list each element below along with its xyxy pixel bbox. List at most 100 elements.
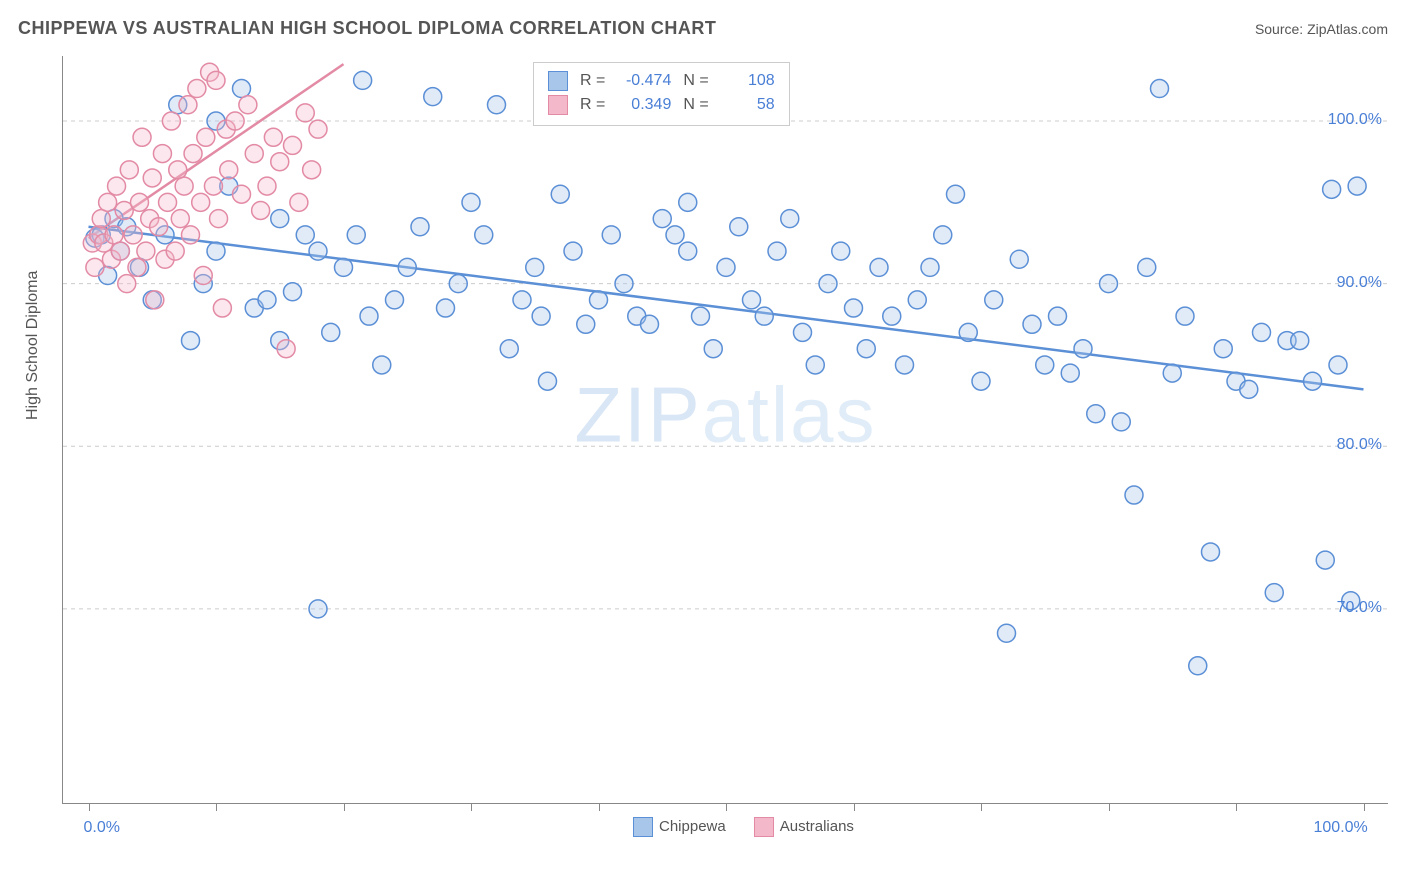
data-point bbox=[1036, 356, 1054, 374]
chart-source: Source: ZipAtlas.com bbox=[1255, 21, 1388, 37]
y-axis-label: 90.0% bbox=[1337, 274, 1382, 292]
stats-value-r1: -0.474 bbox=[617, 69, 671, 93]
stats-label-r: R = bbox=[580, 93, 605, 117]
data-point bbox=[284, 283, 302, 301]
data-point bbox=[475, 226, 493, 244]
data-point bbox=[213, 299, 231, 317]
data-point bbox=[197, 128, 215, 146]
x-axis-label: 0.0% bbox=[84, 819, 120, 837]
data-point bbox=[641, 315, 659, 333]
data-point bbox=[309, 120, 327, 138]
legend-label-1: Chippewa bbox=[659, 818, 726, 835]
data-point bbox=[1049, 307, 1067, 325]
data-point bbox=[166, 242, 184, 260]
data-point bbox=[679, 242, 697, 260]
stats-row-2: R = 0.349 N = 58 bbox=[548, 93, 775, 117]
data-point bbox=[577, 315, 595, 333]
y-axis-label: 80.0% bbox=[1337, 436, 1382, 454]
data-point bbox=[819, 275, 837, 293]
data-point bbox=[679, 193, 697, 211]
data-point bbox=[1329, 356, 1347, 374]
data-point bbox=[411, 218, 429, 236]
data-point bbox=[143, 169, 161, 187]
data-point bbox=[86, 258, 104, 276]
legend-swatch-1 bbox=[633, 817, 653, 837]
data-point bbox=[111, 242, 129, 260]
data-point bbox=[1316, 551, 1334, 569]
data-point bbox=[449, 275, 467, 293]
data-point bbox=[1240, 380, 1258, 398]
data-point bbox=[207, 242, 225, 260]
data-point bbox=[398, 258, 416, 276]
data-point bbox=[207, 71, 225, 89]
stats-value-n2: 58 bbox=[721, 93, 775, 117]
data-point bbox=[124, 226, 142, 244]
data-point bbox=[128, 258, 146, 276]
data-point bbox=[908, 291, 926, 309]
data-point bbox=[1061, 364, 1079, 382]
data-point bbox=[303, 161, 321, 179]
data-point bbox=[717, 258, 735, 276]
data-point bbox=[296, 226, 314, 244]
data-point bbox=[194, 267, 212, 285]
data-point bbox=[220, 161, 238, 179]
x-axis-label: 100.0% bbox=[1314, 819, 1368, 837]
bottom-legend: Chippewa Australians bbox=[633, 817, 854, 837]
data-point bbox=[239, 96, 257, 114]
data-point bbox=[653, 210, 671, 228]
data-point bbox=[153, 145, 171, 163]
data-point bbox=[284, 136, 302, 154]
data-point bbox=[179, 96, 197, 114]
data-point bbox=[532, 307, 550, 325]
data-point bbox=[233, 80, 251, 98]
data-point bbox=[730, 218, 748, 236]
data-point bbox=[1304, 372, 1322, 390]
data-point bbox=[1151, 80, 1169, 98]
data-point bbox=[169, 161, 187, 179]
series-swatch-2 bbox=[548, 95, 568, 115]
data-point bbox=[551, 185, 569, 203]
data-point bbox=[290, 193, 308, 211]
data-point bbox=[108, 177, 126, 195]
data-point bbox=[1100, 275, 1118, 293]
data-point bbox=[99, 193, 117, 211]
data-point bbox=[1291, 332, 1309, 350]
stats-value-n1: 108 bbox=[721, 69, 775, 93]
data-point bbox=[857, 340, 875, 358]
x-tick bbox=[726, 803, 727, 811]
data-point bbox=[539, 372, 557, 390]
data-point bbox=[1323, 180, 1341, 198]
data-point bbox=[998, 624, 1016, 642]
data-point bbox=[92, 210, 110, 228]
data-point bbox=[883, 307, 901, 325]
data-point bbox=[105, 226, 123, 244]
x-tick bbox=[344, 803, 345, 811]
legend-label-2: Australians bbox=[780, 818, 854, 835]
data-point bbox=[1023, 315, 1041, 333]
data-point bbox=[360, 307, 378, 325]
data-point bbox=[437, 299, 455, 317]
data-point bbox=[1176, 307, 1194, 325]
chart-title: CHIPPEWA VS AUSTRALIAN HIGH SCHOOL DIPLO… bbox=[18, 18, 716, 39]
data-point bbox=[1202, 543, 1220, 561]
data-point bbox=[386, 291, 404, 309]
x-tick bbox=[89, 803, 90, 811]
data-point bbox=[1214, 340, 1232, 358]
data-point bbox=[277, 340, 295, 358]
scatter-svg bbox=[63, 56, 1388, 803]
data-point bbox=[1348, 177, 1366, 195]
series-swatch-1 bbox=[548, 71, 568, 91]
data-point bbox=[150, 218, 168, 236]
data-point bbox=[118, 275, 136, 293]
x-tick bbox=[854, 803, 855, 811]
data-point bbox=[182, 332, 200, 350]
data-point bbox=[1253, 323, 1271, 341]
data-point bbox=[870, 258, 888, 276]
x-tick bbox=[1236, 803, 1237, 811]
data-point bbox=[781, 210, 799, 228]
data-point bbox=[615, 275, 633, 293]
x-tick bbox=[1364, 803, 1365, 811]
stats-label-n: N = bbox=[683, 69, 708, 93]
data-point bbox=[794, 323, 812, 341]
data-point bbox=[309, 600, 327, 618]
